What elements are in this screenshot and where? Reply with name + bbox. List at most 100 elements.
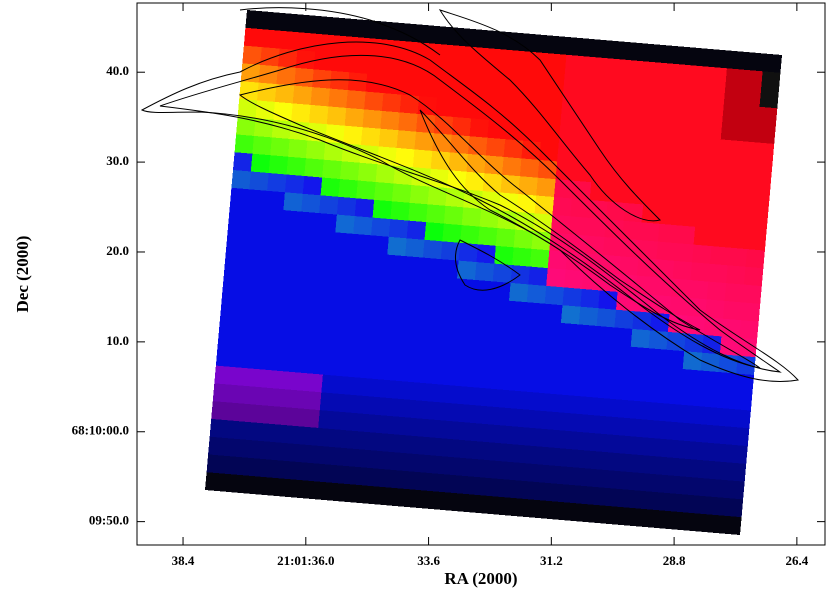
image-cell bbox=[383, 487, 403, 507]
image-cell bbox=[422, 42, 442, 63]
image-cell bbox=[604, 219, 624, 239]
image-cell bbox=[355, 395, 375, 415]
image-cell bbox=[650, 97, 671, 118]
image-cell bbox=[709, 460, 729, 481]
image-cell bbox=[246, 404, 267, 424]
image-cell bbox=[660, 403, 680, 423]
image-cell bbox=[544, 285, 565, 306]
image-cell bbox=[678, 404, 698, 424]
image-cell bbox=[246, 207, 266, 227]
image-cell bbox=[418, 293, 438, 313]
image-cell bbox=[547, 53, 567, 73]
image-cell bbox=[628, 149, 648, 169]
image-cell bbox=[455, 278, 475, 298]
image-cell bbox=[648, 330, 668, 350]
image-cell bbox=[323, 141, 344, 162]
image-cell bbox=[349, 54, 369, 74]
y-tick-label: 68:10:00.0 bbox=[72, 423, 129, 438]
image-cell bbox=[747, 231, 767, 251]
image-cell bbox=[426, 401, 447, 421]
image-cell bbox=[649, 115, 669, 135]
image-cell bbox=[695, 209, 715, 229]
image-cell bbox=[533, 213, 553, 233]
image-cell bbox=[313, 51, 334, 71]
image-cell bbox=[736, 355, 756, 375]
image-cell bbox=[580, 288, 600, 309]
image-cell bbox=[714, 192, 734, 212]
contours bbox=[140, 7, 799, 383]
image-cell bbox=[467, 136, 488, 156]
image-cell bbox=[757, 106, 778, 127]
image-cell bbox=[381, 307, 401, 328]
image-cell bbox=[319, 195, 339, 215]
image-cell bbox=[277, 460, 298, 480]
image-cell bbox=[313, 463, 333, 483]
image-cell bbox=[295, 264, 315, 285]
x-axis-title: RA (2000) bbox=[444, 569, 517, 588]
image-cell bbox=[519, 373, 539, 393]
image-cell bbox=[600, 469, 620, 489]
image-cell bbox=[288, 138, 308, 159]
image-cell bbox=[401, 488, 421, 508]
image-cell bbox=[267, 173, 287, 193]
image-cell bbox=[548, 35, 568, 55]
image-cell bbox=[281, 424, 301, 445]
image-cell bbox=[529, 463, 549, 483]
image-cell bbox=[562, 287, 582, 307]
image-cell bbox=[670, 493, 690, 513]
image-cell bbox=[321, 374, 341, 394]
image-cell bbox=[276, 66, 296, 86]
image-cell bbox=[626, 382, 646, 402]
image-cell bbox=[250, 368, 270, 388]
image-cell bbox=[616, 291, 636, 312]
image-cell bbox=[678, 189, 699, 209]
image-cell bbox=[412, 364, 432, 384]
image-cell bbox=[759, 89, 779, 109]
image-cell bbox=[496, 425, 516, 445]
image-cell bbox=[567, 431, 588, 451]
image-cell bbox=[560, 305, 581, 325]
image-cell bbox=[642, 401, 662, 421]
image-cell bbox=[762, 53, 782, 73]
image-cell bbox=[263, 423, 283, 443]
image-cell bbox=[208, 436, 228, 456]
image-cell bbox=[430, 150, 451, 171]
image-cell bbox=[408, 399, 429, 420]
image-cell bbox=[231, 170, 251, 190]
image-cell bbox=[421, 257, 441, 277]
image-cell bbox=[423, 436, 444, 457]
image-cell bbox=[532, 428, 552, 448]
image-cell bbox=[301, 193, 321, 214]
image-cell bbox=[506, 103, 527, 123]
image-cell bbox=[722, 103, 742, 124]
image-cell bbox=[740, 302, 761, 322]
image-cell bbox=[422, 454, 442, 474]
image-cell bbox=[260, 47, 280, 67]
image-cell bbox=[549, 232, 569, 252]
image-cell bbox=[488, 316, 508, 337]
x-tick-label: 38.4 bbox=[172, 553, 195, 568]
image-cell bbox=[499, 389, 520, 409]
image-cell bbox=[663, 367, 683, 387]
image-cell bbox=[723, 86, 744, 106]
image-cell bbox=[653, 277, 673, 297]
image-cell bbox=[564, 466, 585, 486]
image-cell bbox=[653, 474, 674, 494]
image-cell bbox=[554, 376, 575, 396]
image-cell bbox=[237, 98, 258, 119]
image-cell bbox=[526, 284, 547, 304]
image-cell bbox=[364, 91, 384, 111]
image-cell bbox=[737, 140, 757, 161]
image-cell bbox=[206, 454, 226, 474]
image-cell bbox=[726, 462, 747, 482]
image-cell bbox=[509, 479, 530, 500]
image-cell bbox=[735, 158, 755, 178]
image-cell bbox=[433, 330, 453, 350]
image-cell bbox=[350, 251, 370, 271]
image-cell bbox=[441, 26, 461, 46]
image-cell bbox=[457, 457, 478, 477]
image-cell bbox=[259, 261, 279, 282]
image-cell bbox=[397, 327, 417, 347]
image-cell bbox=[291, 103, 311, 123]
image-cell bbox=[263, 11, 283, 31]
